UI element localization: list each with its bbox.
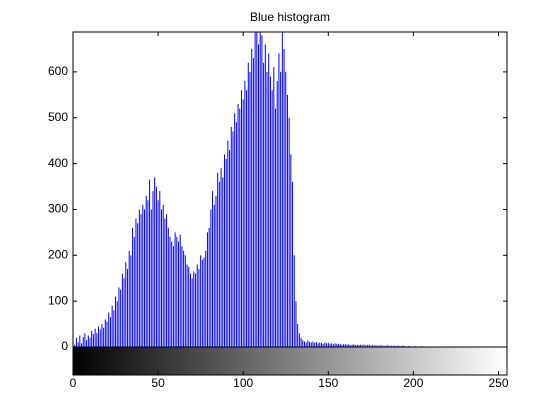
chart-title: Blue histogram <box>250 10 330 24</box>
stems <box>73 32 488 347</box>
y-tick-label: 300 <box>48 202 68 216</box>
y-tick-label: 600 <box>48 64 68 78</box>
x-tick-label: 50 <box>151 376 165 390</box>
x-tick-label: 0 <box>70 376 77 390</box>
y-tick-label: 400 <box>48 156 68 170</box>
x-tick-label: 100 <box>233 376 253 390</box>
axes-frame <box>72 31 508 376</box>
y-tick-label: 200 <box>48 247 68 261</box>
x-tick-label: 250 <box>488 376 508 390</box>
y-tick-label: 0 <box>61 339 68 353</box>
x-tick-label: 150 <box>318 376 338 390</box>
colorbar <box>73 347 507 375</box>
y-tick-label: 500 <box>48 110 68 124</box>
x-tick-label: 200 <box>403 376 423 390</box>
y-tick-label: 100 <box>48 293 68 307</box>
